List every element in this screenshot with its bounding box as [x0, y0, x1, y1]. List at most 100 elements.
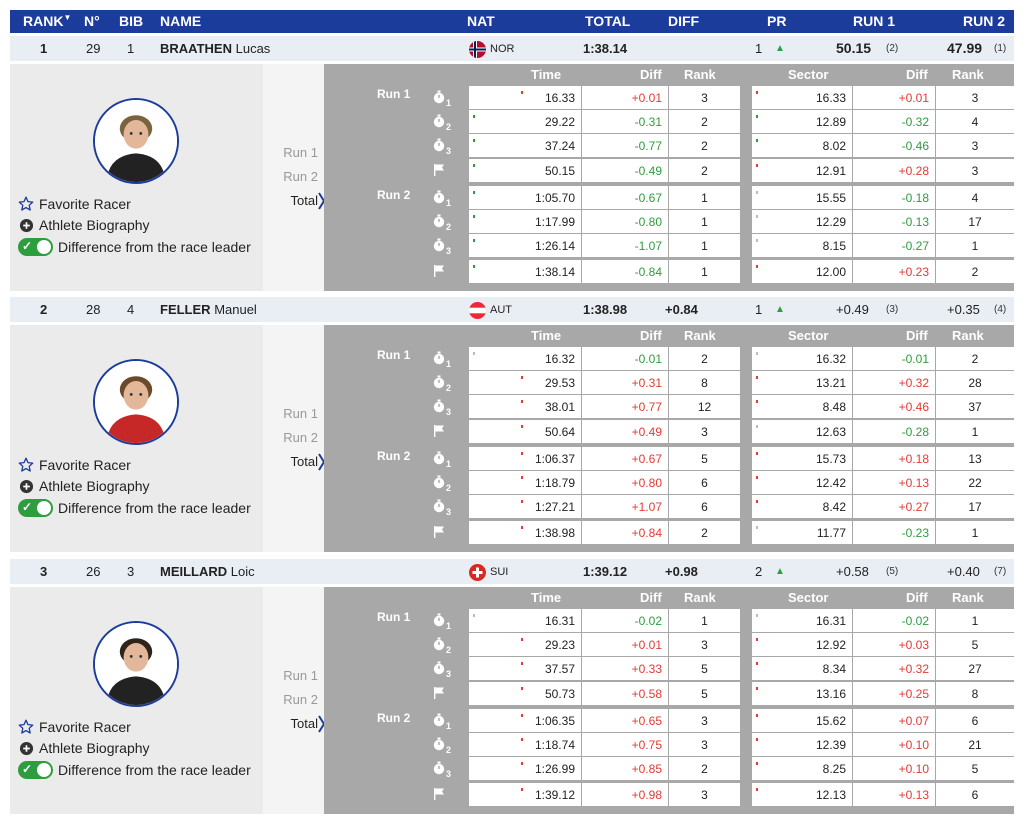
- sector-diff-cell: +0.13: [853, 783, 935, 806]
- split-times-grid: Time Diff Rank Sector Diff Rank Run 1 Ru…: [324, 64, 1014, 291]
- total-selector[interactable]: Total: [290, 454, 318, 469]
- total-selector[interactable]: Total: [290, 716, 318, 731]
- sector-time-cell: 15.62: [752, 709, 852, 732]
- toggle-switch[interactable]: ✓: [18, 499, 53, 517]
- athlete-name[interactable]: MEILLARD Loic: [160, 564, 255, 579]
- stopwatch-icon: 3: [432, 138, 452, 158]
- sector-rank: 28: [968, 376, 982, 390]
- split-time: 1:26.99: [534, 762, 575, 776]
- sector-time-cell: 11.77: [752, 521, 852, 544]
- difference-leader-toggle[interactable]: ✓ Difference from the race leader: [18, 238, 251, 256]
- athlete-summary-row[interactable]: 3 26 3 MEILLARD Loic SUI 1:39.12 +0.98 2…: [10, 559, 1014, 584]
- split-rank-cell: 2: [669, 757, 740, 780]
- diff-indicator-bar: [521, 714, 523, 717]
- sector-rank-cell: 5: [936, 757, 1014, 780]
- stopwatch-icon: 3: [432, 238, 452, 258]
- sector-rank-cell: 22: [936, 471, 1014, 494]
- athlete-biography-link[interactable]: Athlete Biography: [18, 478, 150, 494]
- split-rank: 1: [701, 265, 708, 279]
- sector-time: 15.73: [815, 452, 846, 466]
- athlete-rank: 2: [40, 302, 48, 317]
- split-rank-cell: 3: [669, 709, 740, 732]
- country-flag-icon: [469, 41, 486, 58]
- diff-indicator-bar: [756, 452, 758, 455]
- pr-up-arrow-icon: ▲: [775, 304, 785, 315]
- difference-leader-toggle[interactable]: ✓ Difference from the race leader: [18, 761, 251, 779]
- athlete-nat: AUT: [490, 304, 512, 316]
- sector-time: 12.91: [815, 164, 846, 178]
- split-diff: +0.01: [631, 91, 662, 105]
- athlete-diff: +0.84: [665, 302, 698, 317]
- favorite-racer-toggle[interactable]: Favorite Racer: [18, 719, 131, 735]
- toggle-switch[interactable]: ✓: [18, 238, 53, 256]
- favorite-racer-toggle[interactable]: Favorite Racer: [18, 196, 131, 212]
- split-diff: -0.49: [634, 164, 662, 178]
- run2-selector[interactable]: Run 2: [283, 430, 318, 445]
- sector-diff: +0.10: [898, 762, 929, 776]
- split-time: 16.33: [544, 91, 575, 105]
- sector-rank-cell: 21: [936, 733, 1014, 756]
- sector-diff-cell: -0.13: [853, 210, 935, 233]
- athlete-name[interactable]: BRAATHEN Lucas: [160, 41, 271, 56]
- stopwatch-icon: 2: [432, 475, 452, 495]
- sector-rank: 3: [971, 91, 979, 105]
- plus-circle-icon: [18, 217, 34, 233]
- run1-selector[interactable]: Run 1: [283, 145, 318, 160]
- split-diff-cell: -0.01: [582, 347, 668, 370]
- split-time: 1:06.35: [534, 714, 575, 728]
- difference-leader-label: Difference from the race leader: [58, 500, 251, 516]
- toggle-switch[interactable]: ✓: [18, 761, 53, 779]
- sector-time-cell: 8.34: [752, 657, 852, 680]
- sector-diff: +0.32: [898, 376, 929, 390]
- split-rank-cell: 3: [669, 783, 740, 806]
- rank-column-header[interactable]: RANK▼: [23, 13, 72, 29]
- athlete-summary-row[interactable]: 2 28 4 FELLER Manuel AUT 1:38.98 +0.84 1…: [10, 297, 1014, 322]
- run1-selector[interactable]: Run 1: [283, 668, 318, 683]
- sector-diff-cell: -0.32: [853, 110, 935, 133]
- favorite-racer-toggle[interactable]: Favorite Racer: [18, 457, 131, 473]
- difference-leader-label: Difference from the race leader: [58, 239, 251, 255]
- total-selector[interactable]: Total: [290, 193, 318, 208]
- sector-time-cell: 12.92: [752, 633, 852, 656]
- sort-caret-icon[interactable]: ▼: [63, 13, 72, 22]
- split-time-cell: 1:06.35: [469, 709, 581, 732]
- diff-col-header: Diff: [640, 328, 662, 343]
- sector-rank: 5: [971, 638, 979, 652]
- run2-column-header: RUN 2: [963, 13, 1006, 29]
- run1-selector[interactable]: Run 1: [283, 406, 318, 421]
- split-rank-cell: 3: [669, 733, 740, 756]
- split-time-cell: 29.22: [469, 110, 581, 133]
- sector-diff: +0.07: [898, 714, 929, 728]
- split-time: 37.24: [544, 139, 575, 153]
- sector-time-cell: 16.32: [752, 347, 852, 370]
- sector-time: 15.62: [815, 714, 846, 728]
- split-diff: +0.80: [631, 476, 662, 490]
- split-time-cell: 29.53: [469, 371, 581, 394]
- sector-rank: 4: [971, 191, 979, 205]
- split-time-cell: 1:18.79: [469, 471, 581, 494]
- split-diff: -0.02: [634, 614, 662, 628]
- athlete-summary-row[interactable]: 1 29 1 BRAATHEN Lucas NOR 1:38.14 1 ▲ 50…: [10, 36, 1014, 61]
- run2-selector[interactable]: Run 2: [283, 169, 318, 184]
- athlete-run1-rank: (3): [886, 304, 899, 315]
- split-rank-cell: 5: [669, 682, 740, 705]
- athlete-biography-link[interactable]: Athlete Biography: [18, 740, 150, 756]
- diff-column-header: DIFF: [668, 13, 700, 29]
- sector-time-cell: 16.31: [752, 609, 852, 632]
- athlete-biography-link[interactable]: Athlete Biography: [18, 217, 150, 233]
- sector-col-header: Sector: [788, 590, 829, 605]
- split-rank-cell: 1: [669, 609, 740, 632]
- sector-rank-cell: 27: [936, 657, 1014, 680]
- diff-indicator-bar: [756, 738, 758, 741]
- sector-time-cell: 8.42: [752, 495, 852, 518]
- split-diff: +0.77: [631, 400, 662, 414]
- sector-time: 16.32: [815, 352, 846, 366]
- athlete-name[interactable]: FELLER Manuel: [160, 302, 257, 317]
- athlete-number: 26: [86, 564, 101, 579]
- split-times-grid: Time Diff Rank Sector Diff Rank Run 1 Ru…: [324, 587, 1014, 814]
- sector-rank-cell: 1: [936, 234, 1014, 257]
- run2-selector[interactable]: Run 2: [283, 692, 318, 707]
- split-time-cell: 50.15: [469, 159, 581, 182]
- rank-col-header: Rank: [684, 328, 716, 343]
- difference-leader-toggle[interactable]: ✓ Difference from the race leader: [18, 499, 251, 517]
